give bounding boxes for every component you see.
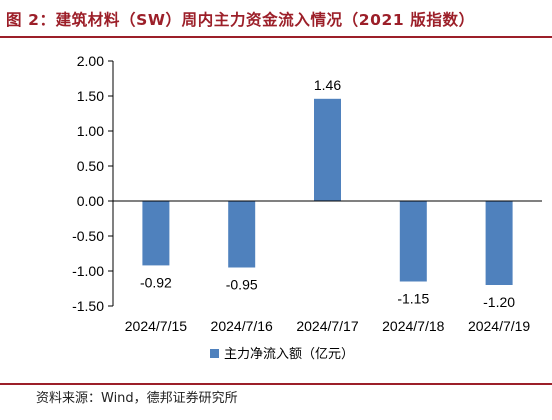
y-tick-label: 0.00 bbox=[77, 193, 104, 209]
x-tick-label: 2024/7/19 bbox=[468, 318, 530, 334]
bar bbox=[485, 201, 513, 285]
legend: 主力净流入额（亿元） bbox=[210, 347, 354, 362]
title-divider bbox=[0, 36, 552, 38]
data-label: -1.20 bbox=[483, 294, 515, 310]
x-tick-label: 2024/7/16 bbox=[211, 318, 273, 334]
bar bbox=[228, 201, 256, 268]
bars bbox=[142, 98, 513, 285]
data-label: -1.15 bbox=[397, 291, 429, 307]
x-axis: 2024/7/15 2024/7/16 2024/7/17 2024/7/18 2024… bbox=[113, 200, 542, 334]
data-label: -0.92 bbox=[140, 274, 172, 290]
y-tick-label: 0.50 bbox=[77, 158, 104, 174]
source-note: 资料来源：Wind，德邦证券研究所 bbox=[36, 391, 238, 406]
data-labels: -0.92 -0.95 1.46 -1.15 -1.20 bbox=[140, 77, 515, 310]
y-axis: 2.00 1.50 1.00 0.50 0.00 -0.50 -1.00 -1.50 bbox=[72, 53, 114, 314]
x-tick-label: 2024/7/17 bbox=[296, 318, 358, 334]
data-label: 1.46 bbox=[314, 77, 341, 93]
y-tick-label: -1.50 bbox=[72, 298, 104, 314]
y-tick-label: 2.00 bbox=[77, 53, 104, 69]
bar bbox=[399, 201, 427, 282]
y-tick-label: -1.00 bbox=[72, 263, 104, 279]
legend-swatch bbox=[210, 349, 219, 358]
x-tick-label: 2024/7/18 bbox=[382, 318, 444, 334]
footer-divider bbox=[0, 383, 552, 385]
chart-title: 图 2：建筑材料（SW）周内主力资金流入情况（2021 版指数） bbox=[6, 11, 475, 29]
bar bbox=[314, 98, 341, 201]
bar bbox=[142, 201, 170, 266]
y-tick-label: 1.00 bbox=[77, 123, 104, 139]
data-label: -0.95 bbox=[226, 277, 258, 293]
y-tick-label: 1.50 bbox=[77, 88, 104, 104]
legend-label: 主力净流入额（亿元） bbox=[224, 347, 354, 362]
x-tick-label: 2024/7/15 bbox=[125, 318, 187, 334]
y-tick-label: -0.50 bbox=[72, 228, 104, 244]
